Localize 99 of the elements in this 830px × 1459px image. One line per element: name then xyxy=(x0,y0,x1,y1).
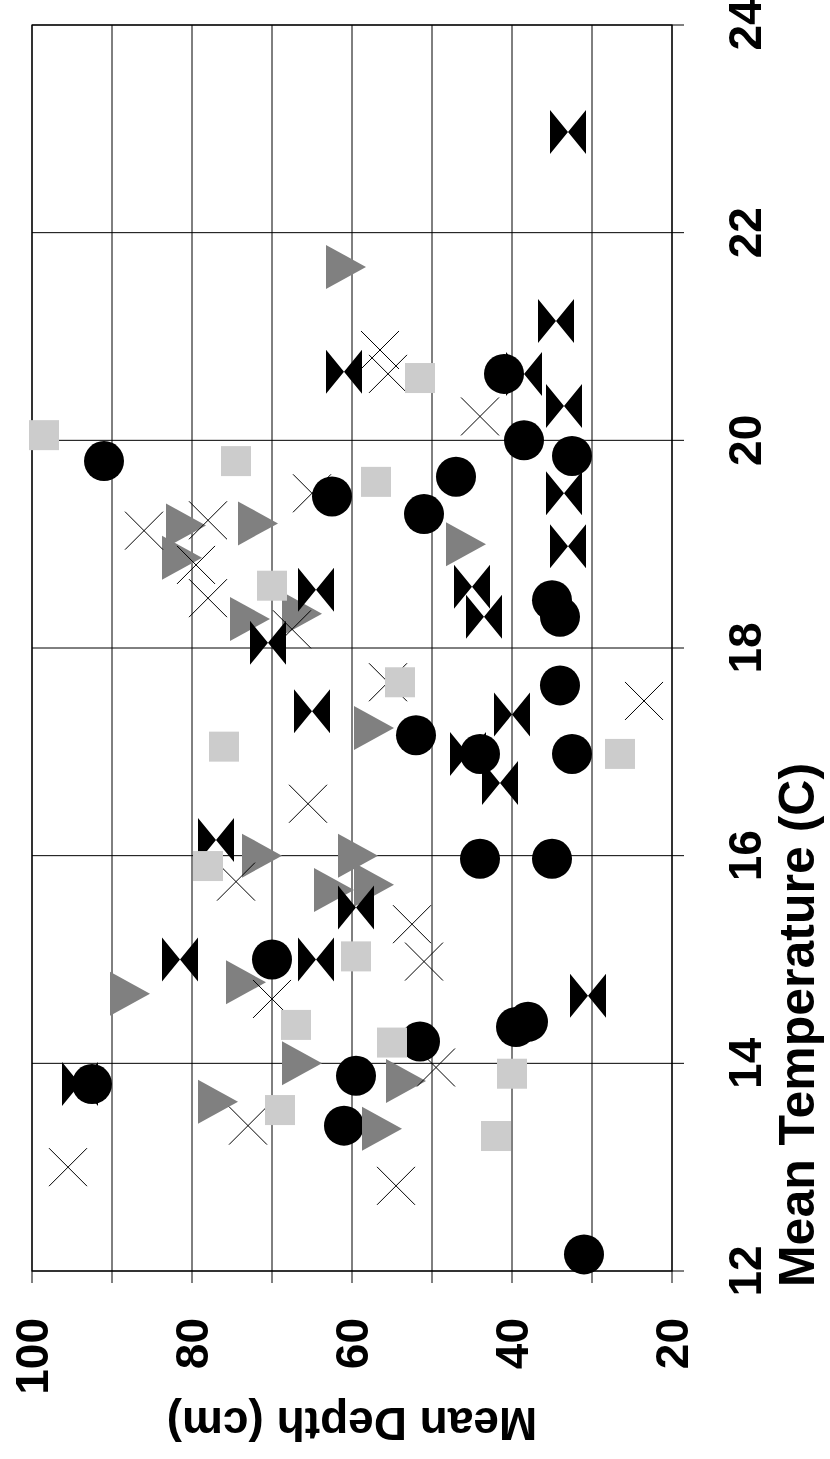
point xyxy=(294,689,330,734)
x-tick-label: 80 xyxy=(166,1318,219,1370)
y2-axis-title: Mean Temperature (C) xyxy=(769,762,825,1288)
point xyxy=(238,501,278,546)
point xyxy=(550,524,586,569)
point xyxy=(404,494,444,535)
point xyxy=(564,1234,604,1275)
point xyxy=(605,738,635,769)
y2-tick-label: 18 xyxy=(719,622,772,674)
point xyxy=(446,522,486,567)
point xyxy=(193,851,223,882)
point xyxy=(257,570,287,601)
point xyxy=(338,885,374,930)
point xyxy=(436,456,476,497)
point xyxy=(362,1106,402,1151)
point xyxy=(481,1121,511,1152)
x-tick-label: 100 xyxy=(6,1318,59,1395)
point xyxy=(124,511,164,551)
point xyxy=(176,545,216,585)
y2-tick-label: 20 xyxy=(719,414,772,466)
x-axis-title: Mean Depth (cm) xyxy=(166,1398,538,1450)
point xyxy=(336,1055,376,1096)
point xyxy=(282,1041,322,1086)
point xyxy=(497,1058,527,1089)
y2-tick-label: 22 xyxy=(719,207,772,259)
point xyxy=(341,941,371,972)
point xyxy=(454,564,490,609)
point xyxy=(404,942,444,982)
point xyxy=(62,1062,98,1107)
point xyxy=(288,784,328,824)
point xyxy=(532,838,572,879)
x-tick-label: 20 xyxy=(646,1318,699,1370)
point xyxy=(29,420,59,451)
point xyxy=(368,354,408,394)
point xyxy=(242,833,282,878)
point xyxy=(494,692,530,737)
point xyxy=(250,620,286,665)
point xyxy=(188,578,228,618)
point xyxy=(354,705,394,750)
point xyxy=(552,733,592,774)
point xyxy=(482,760,518,805)
point xyxy=(392,904,432,944)
point xyxy=(538,298,574,343)
point xyxy=(298,937,334,982)
point xyxy=(546,471,582,516)
point xyxy=(314,867,354,912)
point xyxy=(221,446,251,477)
point xyxy=(540,665,580,706)
point xyxy=(230,596,270,641)
point xyxy=(386,1058,426,1103)
point xyxy=(209,731,239,762)
x-tick-label: 60 xyxy=(326,1318,379,1370)
point xyxy=(326,244,366,289)
point xyxy=(361,466,391,497)
point xyxy=(550,109,586,154)
point xyxy=(506,351,542,396)
point xyxy=(460,396,500,436)
point xyxy=(546,384,582,429)
point xyxy=(162,937,198,982)
point xyxy=(226,960,266,1005)
point xyxy=(450,731,486,776)
point xyxy=(198,818,234,863)
point xyxy=(272,609,312,649)
point xyxy=(281,1009,311,1040)
point xyxy=(84,441,124,482)
y2-tick-label: 24 xyxy=(719,0,772,51)
point xyxy=(416,1047,456,1087)
point xyxy=(216,862,256,902)
point xyxy=(466,594,502,639)
y2-tick-label: 14 xyxy=(719,1037,772,1089)
point xyxy=(624,681,664,721)
point xyxy=(552,435,592,476)
point xyxy=(252,939,292,980)
point xyxy=(326,349,362,394)
point xyxy=(338,833,378,878)
point xyxy=(312,476,352,517)
y2-tick-label: 12 xyxy=(719,1245,772,1297)
point xyxy=(460,838,500,879)
x-tick-label: 40 xyxy=(486,1318,539,1370)
point xyxy=(396,715,436,756)
point xyxy=(292,473,332,513)
point xyxy=(385,667,415,698)
point xyxy=(252,979,292,1019)
point xyxy=(376,1166,416,1206)
point xyxy=(162,535,202,580)
point xyxy=(405,363,435,394)
point xyxy=(188,500,228,540)
point xyxy=(360,330,400,370)
point xyxy=(377,1027,407,1058)
point xyxy=(570,973,606,1018)
point xyxy=(504,420,544,461)
y2-tick-label: 16 xyxy=(719,830,772,882)
point xyxy=(48,1147,88,1187)
point xyxy=(265,1095,295,1126)
point xyxy=(298,567,334,612)
point xyxy=(110,971,150,1016)
point xyxy=(198,1079,238,1124)
point xyxy=(324,1105,364,1146)
point xyxy=(228,1106,268,1146)
